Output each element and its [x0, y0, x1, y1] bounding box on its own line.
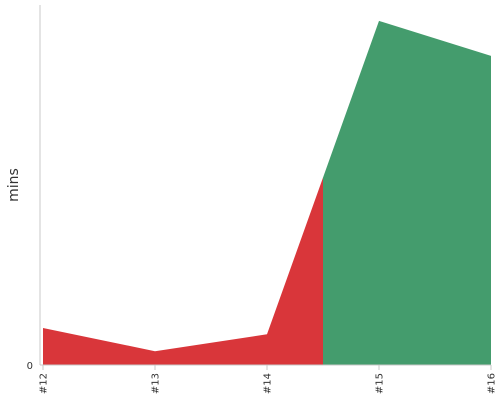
x-tick-label: #12 — [39, 373, 50, 394]
x-tick-label: #14 — [263, 373, 274, 394]
y-tick-group: 0 — [27, 361, 33, 372]
y-axis-title: mins — [6, 168, 22, 202]
area-layer — [43, 20, 491, 365]
x-tick-label: #16 — [487, 373, 498, 394]
area-segment-1 — [43, 177, 323, 365]
x-tick-label: #13 — [151, 373, 162, 394]
area-segment-2 — [323, 20, 491, 365]
x-tick-label: #15 — [375, 373, 386, 394]
y-tick-label: 0 — [27, 361, 33, 372]
x-tick-group: #12 #13 #14 #15 #16 — [39, 365, 498, 394]
